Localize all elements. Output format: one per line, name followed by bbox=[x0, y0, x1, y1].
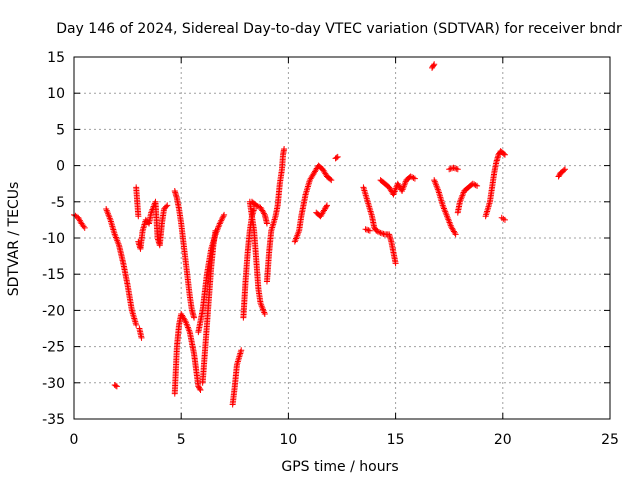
y-tick-label: -20 bbox=[42, 303, 65, 319]
data-point bbox=[113, 383, 120, 390]
data-point bbox=[407, 173, 414, 180]
x-tick-label: 20 bbox=[494, 432, 512, 448]
grid bbox=[74, 57, 610, 419]
data-point bbox=[238, 347, 245, 354]
data-point bbox=[334, 153, 341, 160]
y-tick-label: -15 bbox=[42, 267, 65, 283]
x-tick-label: 10 bbox=[279, 432, 297, 448]
data-point bbox=[327, 176, 334, 183]
data-point bbox=[261, 311, 268, 318]
data-point bbox=[409, 174, 416, 181]
data-point bbox=[474, 182, 481, 189]
data-point bbox=[451, 229, 458, 236]
y-tick-label: 15 bbox=[47, 50, 65, 66]
plot-frame bbox=[73, 56, 611, 420]
y-tick-label: -30 bbox=[42, 376, 65, 392]
x-tick-label: 15 bbox=[387, 432, 405, 448]
data-point bbox=[328, 177, 335, 184]
data-point bbox=[163, 203, 170, 210]
data-point bbox=[263, 220, 270, 227]
data-point bbox=[133, 321, 140, 328]
data-point bbox=[218, 217, 225, 224]
data-point bbox=[220, 213, 227, 220]
data-point bbox=[197, 387, 204, 394]
data-point bbox=[560, 167, 567, 174]
data-point bbox=[323, 203, 330, 210]
x-tick-label: 5 bbox=[177, 432, 186, 448]
data-point bbox=[164, 202, 171, 209]
data-point bbox=[323, 202, 330, 209]
data-point bbox=[472, 182, 479, 189]
data-point bbox=[501, 216, 508, 223]
data-point bbox=[221, 211, 228, 218]
data-point bbox=[254, 203, 261, 210]
data-point bbox=[112, 382, 119, 389]
data-point bbox=[376, 229, 383, 236]
data-point bbox=[431, 61, 438, 68]
data-point bbox=[181, 316, 188, 323]
y-tick-label: 10 bbox=[47, 86, 65, 102]
data-point bbox=[191, 314, 198, 321]
chart-title: Day 146 of 2024, Sidereal Day-to-day VTE… bbox=[56, 21, 622, 37]
data-point bbox=[366, 227, 373, 234]
data-point bbox=[333, 154, 340, 161]
data-point bbox=[80, 223, 87, 230]
y-tick-label: -35 bbox=[42, 412, 65, 428]
y-tick-label: 0 bbox=[56, 159, 65, 175]
data-point bbox=[500, 150, 507, 157]
data-point bbox=[454, 166, 461, 173]
y-tick-label: -10 bbox=[42, 231, 65, 247]
data-points bbox=[71, 61, 568, 408]
data-point bbox=[469, 180, 476, 187]
data-point bbox=[561, 166, 568, 173]
data-point bbox=[219, 214, 226, 221]
data-point bbox=[471, 181, 478, 188]
data-point bbox=[217, 219, 224, 226]
data-point bbox=[430, 62, 437, 69]
x-tick-label: 0 bbox=[70, 432, 79, 448]
data-point bbox=[218, 216, 225, 223]
data-point bbox=[411, 175, 418, 182]
data-point bbox=[81, 224, 88, 231]
data-point bbox=[138, 334, 145, 341]
data-point bbox=[501, 151, 508, 158]
x-axis-label: GPS time / hours bbox=[281, 459, 398, 475]
data-point bbox=[260, 210, 267, 217]
data-point bbox=[196, 385, 203, 392]
axis-ticks: 0 5 10 15 20 25 -35 -30 -25 -20 -15 -10 -5 0 5 10 15 bbox=[42, 50, 619, 448]
y-axis-label: SDTVAR / TECUs bbox=[6, 182, 22, 297]
y-tick-label: -5 bbox=[51, 195, 65, 211]
data-point bbox=[373, 227, 380, 234]
x-tick-label: 25 bbox=[601, 432, 619, 448]
data-point bbox=[216, 220, 223, 227]
data-point bbox=[212, 227, 219, 234]
y-tick-label: -25 bbox=[42, 340, 65, 356]
data-point bbox=[452, 231, 459, 238]
data-point bbox=[135, 213, 142, 220]
data-point bbox=[253, 202, 260, 209]
data-point bbox=[392, 260, 399, 267]
data-point bbox=[410, 174, 417, 181]
y-tick-label: 5 bbox=[56, 122, 65, 138]
data-point bbox=[374, 228, 381, 235]
data-point bbox=[281, 145, 288, 152]
